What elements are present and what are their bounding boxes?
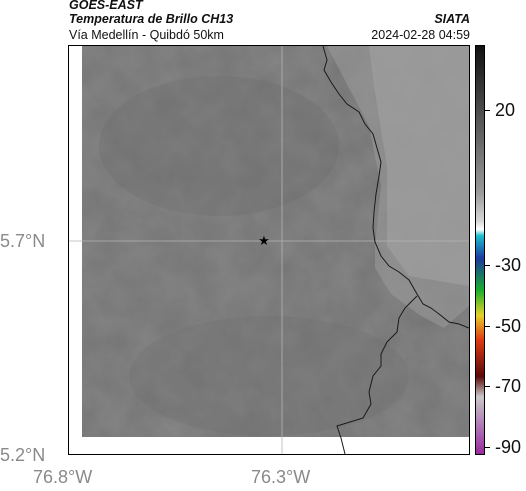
- temperature-colorbar: [475, 45, 485, 455]
- colorbar-label: -30: [495, 255, 522, 275]
- colorbar-tick: [485, 265, 490, 266]
- colorbar-label: -50: [495, 316, 522, 336]
- latitude-label-5-7: 5.7°N: [0, 231, 46, 251]
- colorbar-label: 20: [495, 100, 516, 120]
- title-satellite: GOES-EAST: [69, 0, 143, 12]
- colorbar-tick: [485, 447, 490, 448]
- title-region: Vía Medellín - Quibdó 50km: [69, 28, 224, 42]
- title-timestamp: 2024-02-28 04:59: [371, 28, 470, 42]
- star-icon[interactable]: ★: [258, 234, 270, 249]
- colorbar-tick: [485, 386, 490, 387]
- colorbar-label: -90: [495, 437, 522, 457]
- brightness-temperature-map: ★: [69, 46, 469, 454]
- colorbar-tick: [485, 110, 490, 111]
- colorbar-tick: [485, 326, 490, 327]
- colorbar-label: -70: [495, 376, 522, 396]
- map-panel[interactable]: ★: [68, 45, 470, 455]
- title-source: SIATA: [434, 12, 470, 26]
- latitude-label-5-2: 5.2°N: [0, 445, 46, 465]
- temperature-field: [82, 46, 469, 437]
- title-product: Temperatura de Brillo CH13: [69, 12, 234, 26]
- administrative-borders: [322, 46, 469, 454]
- longitude-label-76-3: 76.3°W: [251, 467, 311, 487]
- longitude-label-76-8: 76.8°W: [33, 467, 93, 487]
